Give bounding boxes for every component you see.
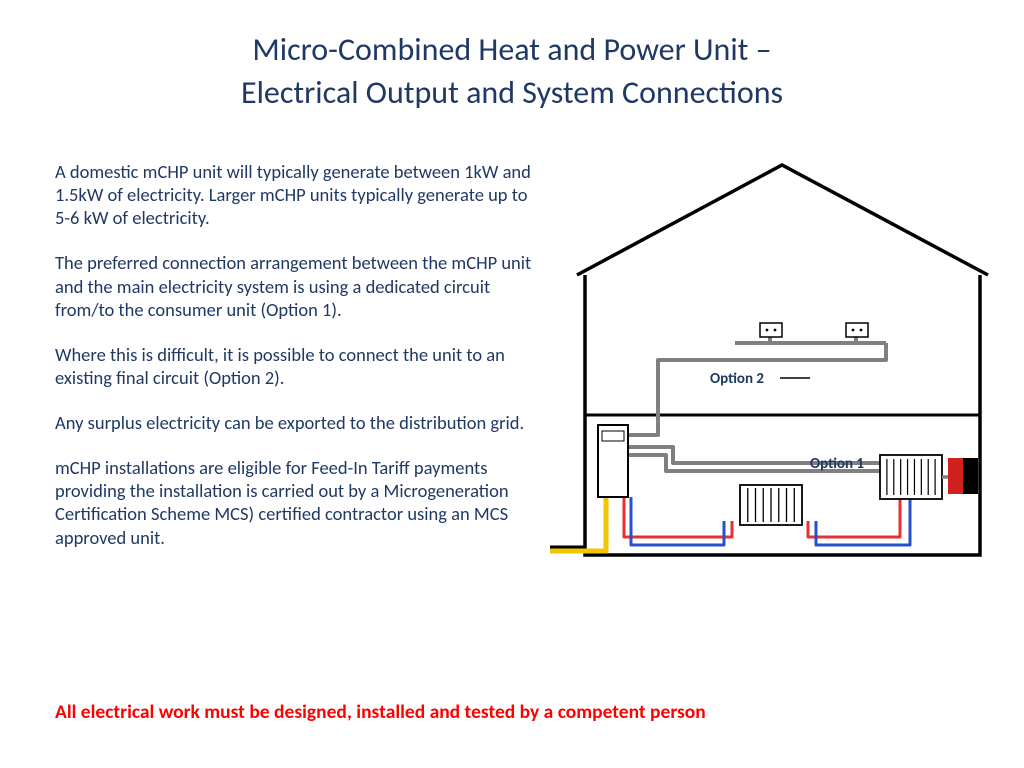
title-line-2: Electrical Output and System Connections [0,71,1024,114]
warning-text: All electrical work must be designed, in… [55,700,706,724]
diagram-svg [550,155,990,575]
paragraph-4: Any surplus electricity can be exported … [55,411,535,434]
paragraph-2: The preferred connection arrangement bet… [55,251,535,320]
body-text: A domestic mCHP unit will typically gene… [55,160,535,571]
page-title: Micro-Combined Heat and Power Unit – Ele… [0,0,1024,114]
house-diagram: Option 2 Option 1 [550,155,990,575]
option-2-label: Option 2 [710,370,764,388]
option-1-label: Option 1 [810,455,864,473]
title-line-1: Micro-Combined Heat and Power Unit – [0,28,1024,71]
paragraph-1: A domestic mCHP unit will typically gene… [55,160,535,229]
paragraph-5: mCHP installations are eligible for Feed… [55,456,535,549]
paragraph-3: Where this is difficult, it is possible … [55,343,535,389]
